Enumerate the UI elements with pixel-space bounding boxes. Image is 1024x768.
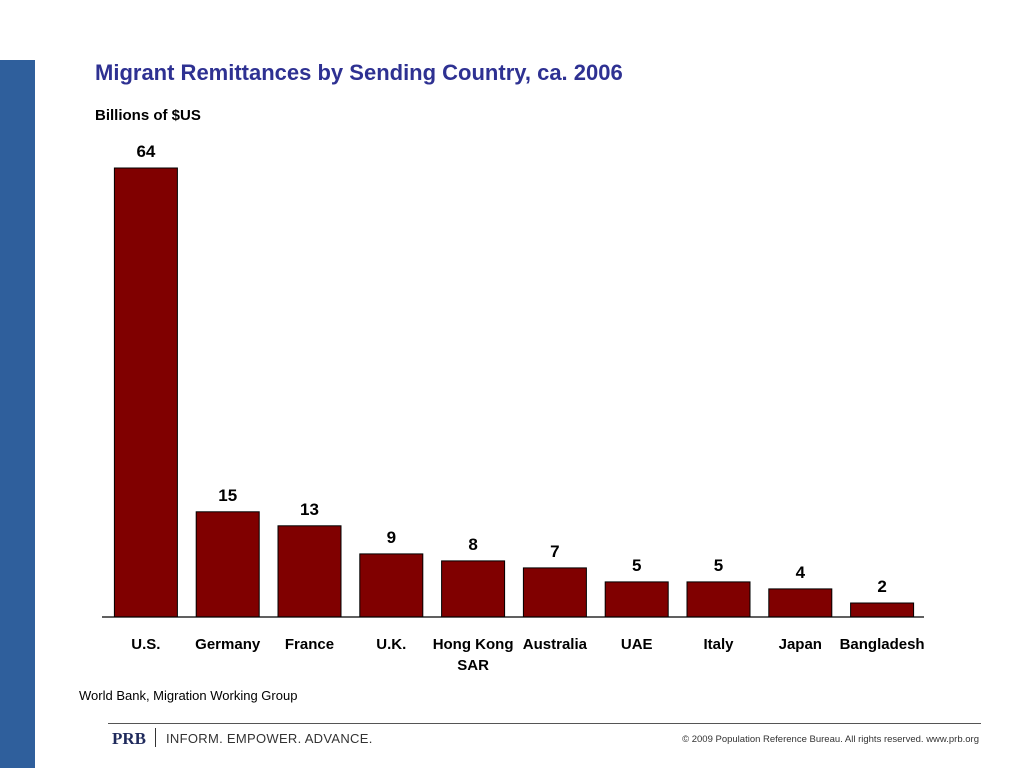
data-label: 64 [136, 142, 155, 161]
prb-logo: PRB [112, 729, 146, 748]
x-tick-label: U.S. [131, 636, 160, 653]
footer-separator [155, 728, 156, 747]
bar-france [277, 525, 342, 618]
data-label: 5 [632, 556, 641, 575]
bar-hong-kong-sar [441, 560, 506, 618]
bar-bangladesh [850, 602, 915, 618]
source-note: World Bank, Migration Working Group [79, 688, 298, 703]
bar-u-s- [113, 167, 178, 618]
x-tick-label: Australia [523, 636, 588, 653]
footer-divider [108, 723, 981, 724]
x-tick-label: Italy [703, 636, 734, 653]
footer-tagline: INFORM. EMPOWER. ADVANCE. [166, 731, 373, 746]
bar-uae [604, 581, 669, 618]
bar-australia [522, 567, 587, 618]
bar-u-k- [359, 553, 424, 618]
data-label: 5 [714, 556, 723, 575]
data-label: 9 [387, 528, 396, 547]
data-label: 15 [218, 486, 237, 505]
data-label: 7 [550, 542, 559, 561]
x-tick-label: France [285, 636, 334, 653]
unit-label: Billions of $US [95, 107, 201, 124]
footer-copyright: © 2009 Population Reference Bureau. All … [682, 734, 979, 745]
x-tick-label: Germany [195, 636, 261, 653]
x-tick-label: Bangladesh [840, 636, 925, 653]
x-tick-label: Japan [779, 636, 822, 653]
side-accent-bar [0, 60, 35, 768]
x-tick-label: U.K. [376, 636, 406, 653]
bar-italy [686, 581, 751, 618]
x-tick-label: Hong Kong SAR [433, 636, 514, 674]
chart-title: Migrant Remittances by Sending Country, … [95, 60, 623, 85]
bar-japan [768, 588, 833, 618]
bar-germany [195, 511, 260, 618]
data-label: 4 [796, 563, 806, 582]
data-label: 13 [300, 500, 319, 519]
data-label: 8 [468, 535, 477, 554]
data-label: 2 [877, 577, 886, 596]
x-tick-label: UAE [621, 636, 653, 653]
